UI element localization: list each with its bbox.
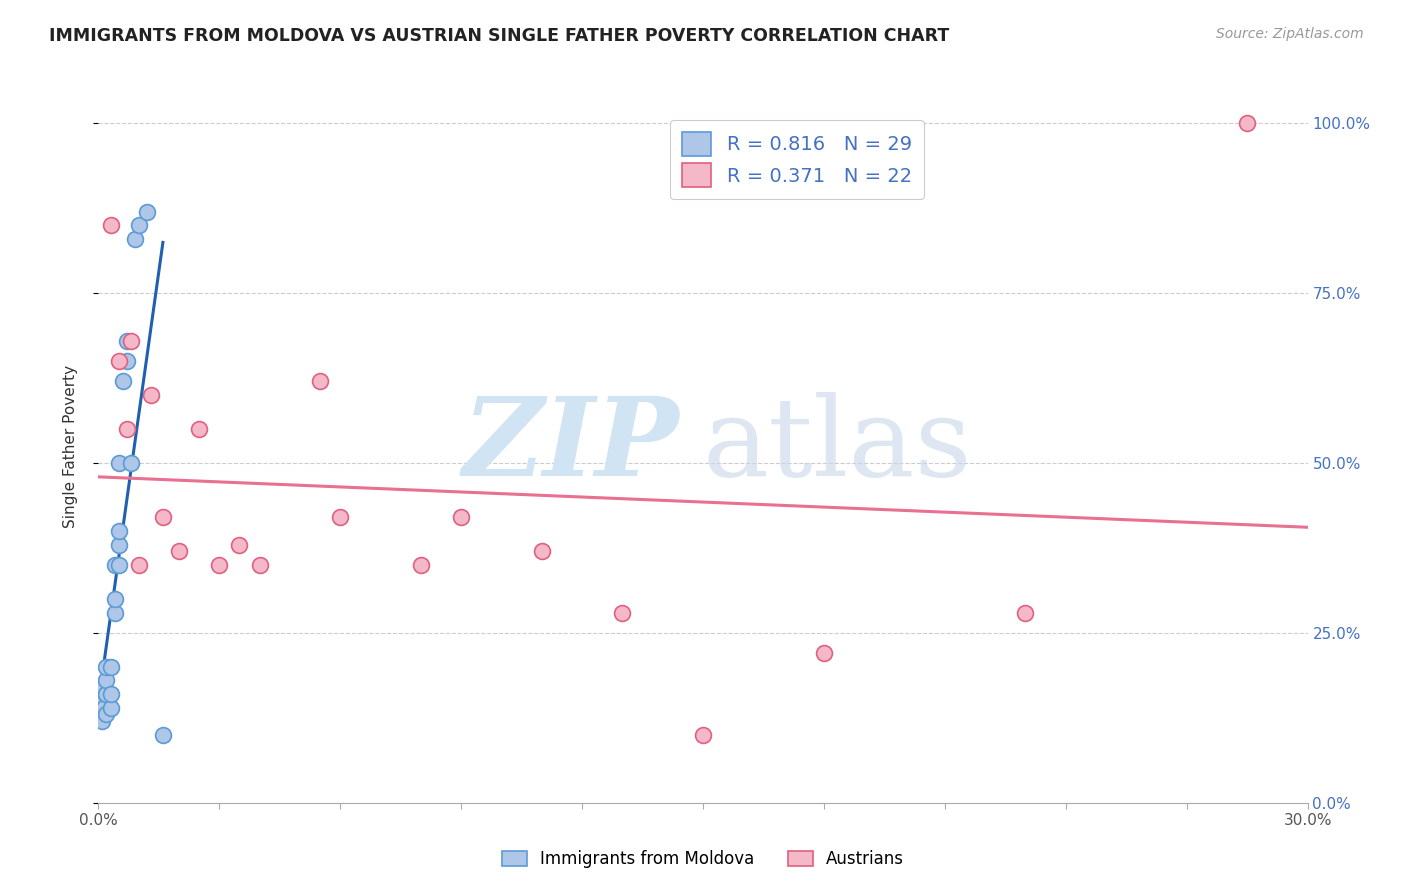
Text: atlas: atlas <box>703 392 973 500</box>
Point <box>152 728 174 742</box>
Point <box>692 728 714 742</box>
Point <box>91 680 114 694</box>
Point <box>152 510 174 524</box>
Point <box>409 558 432 572</box>
Point <box>103 591 125 606</box>
Point <box>124 232 146 246</box>
Point <box>115 354 138 368</box>
Point <box>107 537 129 551</box>
Point <box>167 544 190 558</box>
Point <box>96 707 118 722</box>
Text: Source: ZipAtlas.com: Source: ZipAtlas.com <box>1216 27 1364 41</box>
Y-axis label: Single Father Poverty: Single Father Poverty <box>63 365 77 527</box>
Legend: R = 0.816   N = 29, R = 0.371   N = 22: R = 0.816 N = 29, R = 0.371 N = 22 <box>671 120 924 199</box>
Point <box>93 700 115 714</box>
Point <box>100 700 122 714</box>
Point <box>1236 116 1258 130</box>
Point <box>107 558 129 572</box>
Point <box>309 375 332 389</box>
Point <box>107 354 129 368</box>
Point <box>188 422 211 436</box>
Point <box>139 388 162 402</box>
Point <box>100 687 122 701</box>
Point <box>135 204 157 219</box>
Legend: Immigrants from Moldova, Austrians: Immigrants from Moldova, Austrians <box>495 844 911 875</box>
Point <box>96 660 118 674</box>
Point <box>450 510 472 524</box>
Point <box>128 558 150 572</box>
Point <box>103 606 125 620</box>
Text: ZIP: ZIP <box>463 392 679 500</box>
Text: IMMIGRANTS FROM MOLDOVA VS AUSTRIAN SINGLE FATHER POVERTY CORRELATION CHART: IMMIGRANTS FROM MOLDOVA VS AUSTRIAN SING… <box>49 27 949 45</box>
Point <box>120 334 142 348</box>
Point <box>329 510 352 524</box>
Point <box>128 218 150 232</box>
Point <box>1014 606 1036 620</box>
Point <box>813 646 835 660</box>
Point <box>115 422 138 436</box>
Point <box>100 218 122 232</box>
Point <box>94 687 117 701</box>
Point <box>115 334 138 348</box>
Point <box>91 714 114 729</box>
Point <box>89 694 111 708</box>
Point <box>91 694 114 708</box>
Point <box>103 558 125 572</box>
Point <box>530 544 553 558</box>
Point <box>96 673 118 688</box>
Point <box>96 687 118 701</box>
Point <box>120 456 142 470</box>
Point <box>90 707 112 722</box>
Point <box>249 558 271 572</box>
Point <box>208 558 231 572</box>
Point <box>107 524 129 538</box>
Point <box>100 660 122 674</box>
Point <box>107 456 129 470</box>
Point <box>111 375 134 389</box>
Point <box>612 606 634 620</box>
Point <box>228 537 250 551</box>
